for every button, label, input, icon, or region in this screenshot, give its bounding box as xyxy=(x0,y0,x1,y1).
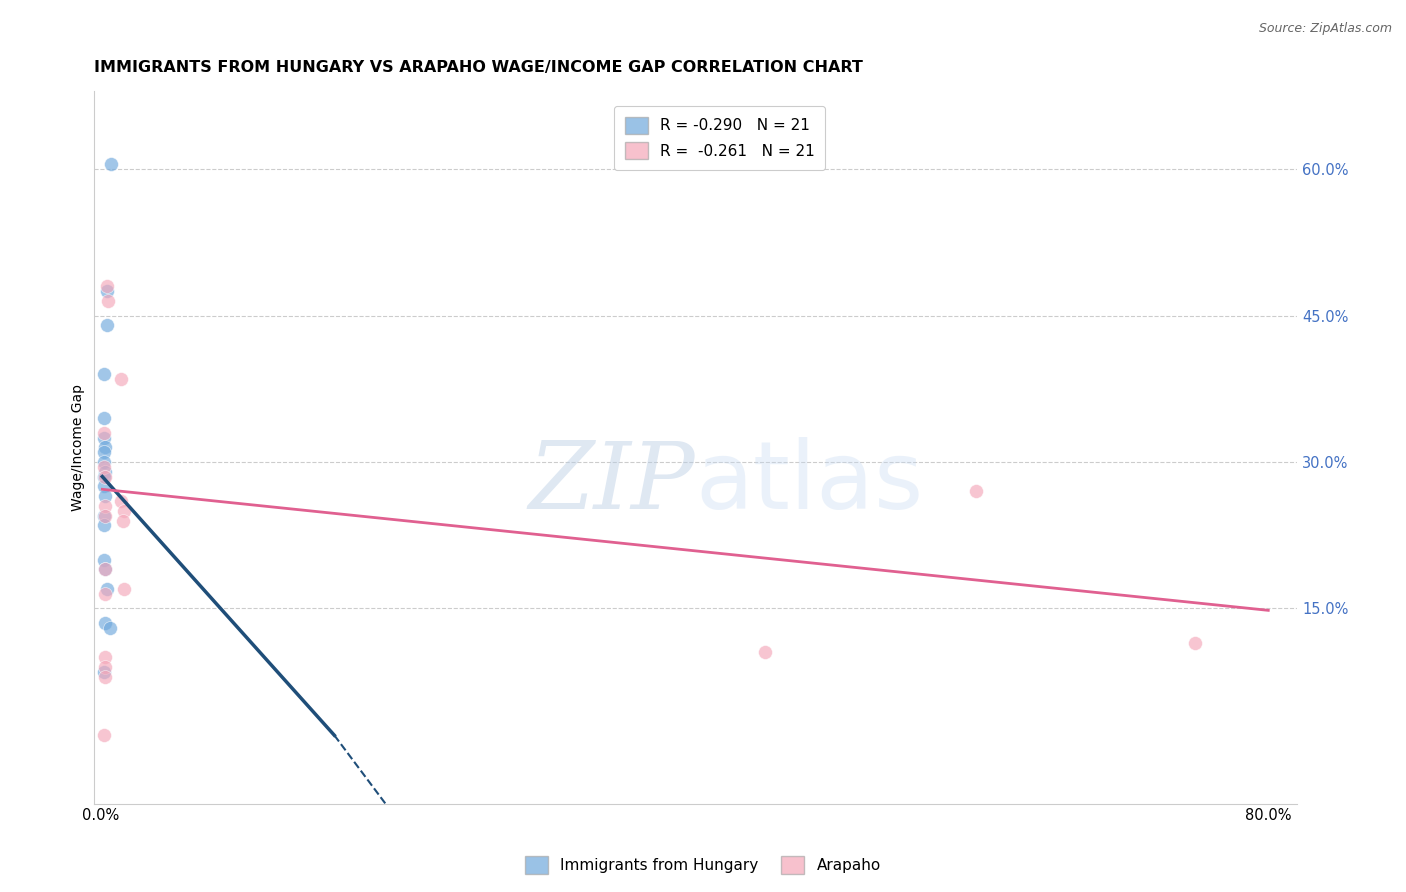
Point xyxy=(94,615,117,630)
Point xyxy=(93,455,115,469)
Point xyxy=(94,562,117,576)
Point xyxy=(100,157,122,171)
Text: atlas: atlas xyxy=(696,437,924,529)
Point xyxy=(111,514,134,528)
Point xyxy=(96,279,118,293)
Point xyxy=(93,445,115,459)
Point xyxy=(965,484,987,499)
Point xyxy=(93,508,115,523)
Text: ZIP: ZIP xyxy=(529,438,696,528)
Point xyxy=(96,284,118,298)
Point xyxy=(94,469,117,483)
Point xyxy=(94,562,117,576)
Point xyxy=(98,621,121,635)
Point xyxy=(94,440,117,454)
Point xyxy=(112,504,135,518)
Point xyxy=(112,582,135,596)
Point xyxy=(94,670,117,684)
Legend: Immigrants from Hungary, Arapaho: Immigrants from Hungary, Arapaho xyxy=(519,850,887,880)
Point xyxy=(93,425,115,440)
Point xyxy=(754,645,776,659)
Point xyxy=(94,489,117,503)
Point xyxy=(94,660,117,674)
Point xyxy=(93,665,115,679)
Point xyxy=(96,582,118,596)
Point xyxy=(93,469,115,483)
Point xyxy=(94,465,117,479)
Point xyxy=(94,508,117,523)
Point xyxy=(93,518,115,533)
Point xyxy=(94,499,117,513)
Point xyxy=(110,372,132,386)
Text: IMMIGRANTS FROM HUNGARY VS ARAPAHO WAGE/INCOME GAP CORRELATION CHART: IMMIGRANTS FROM HUNGARY VS ARAPAHO WAGE/… xyxy=(94,60,862,75)
Point xyxy=(94,650,117,665)
Point xyxy=(93,552,115,566)
Point xyxy=(93,459,115,474)
Point xyxy=(94,587,117,601)
Point xyxy=(97,293,120,308)
Point xyxy=(96,318,118,333)
Point xyxy=(1184,635,1206,649)
Text: Source: ZipAtlas.com: Source: ZipAtlas.com xyxy=(1258,22,1392,36)
Point xyxy=(93,728,115,742)
Point xyxy=(93,479,115,493)
Point xyxy=(110,494,132,508)
Legend: R = -0.290   N = 21, R =  -0.261   N = 21: R = -0.290 N = 21, R = -0.261 N = 21 xyxy=(614,106,825,170)
Y-axis label: Wage/Income Gap: Wage/Income Gap xyxy=(72,384,86,511)
Point xyxy=(93,367,115,381)
Point xyxy=(93,411,115,425)
Point xyxy=(93,431,115,445)
